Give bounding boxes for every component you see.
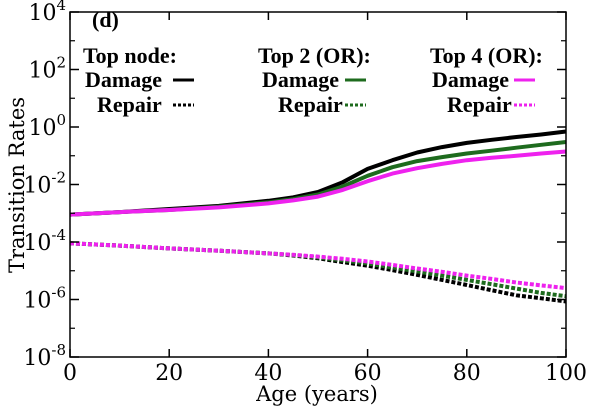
legend-repair-label: Repair <box>97 92 162 117</box>
series-line-6 <box>69 241 567 291</box>
series-line-2 <box>69 140 567 217</box>
y-tick-label: 104 <box>28 0 66 26</box>
series-line-5 <box>69 241 567 299</box>
legend-title-3: Top 4 (OR): <box>430 43 543 68</box>
legend-damage-label: Damage <box>262 67 339 92</box>
series-line-3 <box>69 149 567 217</box>
panel-label: (d) <box>92 7 119 32</box>
x-tick-label: 100 <box>545 361 587 386</box>
y-tick-label: 10-8 <box>23 341 66 371</box>
y-tick-label: 100 <box>28 111 66 141</box>
y-tick-label: 10-2 <box>23 169 66 199</box>
x-tick-label: 60 <box>354 361 382 386</box>
legend-title-1: Top node: <box>83 43 177 68</box>
legend-damage-label: Damage <box>432 67 509 92</box>
y-tick-label: 102 <box>28 54 66 84</box>
y-tick-label: 10-6 <box>23 284 66 314</box>
legend-title-2: Top 2 (OR): <box>258 43 371 68</box>
legend-repair-label: Repair <box>278 92 343 117</box>
x-tick-label: 80 <box>453 361 481 386</box>
series-layer <box>69 129 567 304</box>
axis-ticks: 0 20 40 60 80 100 10-8 10-6 10-4 10-2 100 102 104 <box>23 0 587 386</box>
series-line-4 <box>69 241 567 304</box>
x-tick-label: 20 <box>155 361 183 386</box>
legend-damage-label: Damage <box>85 67 162 92</box>
y-tick-label: 10-4 <box>23 226 66 256</box>
x-tick-label: 0 <box>63 361 77 386</box>
series-line-1 <box>69 129 567 217</box>
x-axis-title: Age (years) <box>255 382 378 406</box>
legend-repair-label: Repair <box>447 92 512 117</box>
x-tick-label: 40 <box>254 361 282 386</box>
y-axis-title: Transition Rates <box>5 97 29 273</box>
